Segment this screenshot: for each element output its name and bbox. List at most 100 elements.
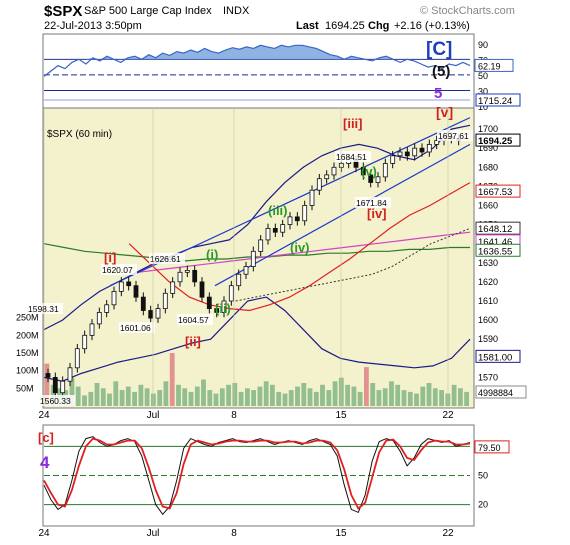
price-annotation-bg: [335, 151, 371, 162]
volume-tick-label: 200M: [16, 330, 39, 340]
candle-body: [126, 281, 132, 287]
volume-bar: [464, 391, 469, 406]
volume-bar: [125, 386, 131, 406]
volume-bar: [357, 391, 363, 406]
overlay-ma-4: [235, 227, 471, 302]
rsi-tick-label: 50: [478, 71, 488, 81]
volume-tick-label: 150M: [16, 348, 39, 358]
volume-bar: [157, 390, 163, 406]
volume-bar: [364, 367, 369, 406]
candle-body: [287, 216, 293, 225]
candle-body: [302, 205, 308, 222]
stoch-wave-label: 4: [40, 453, 50, 472]
right-value-box: [475, 93, 521, 107]
candle-body: [375, 176, 381, 183]
right-value-label: 1715.24: [478, 96, 512, 107]
price-annotation-bg: [437, 130, 473, 141]
volume-bar: [345, 384, 350, 406]
stoch-tick-label: 50: [478, 471, 488, 481]
candle-body: [192, 269, 198, 283]
volume-bar: [119, 390, 125, 406]
last-label: Last: [296, 20, 319, 32]
rsi-value-label: 62.19: [478, 61, 501, 71]
volume-bar: [288, 390, 294, 406]
candle-body: [331, 166, 337, 176]
volume-bar: [389, 381, 394, 406]
volume-bar: [426, 383, 432, 406]
price-tick-label: 1610: [478, 296, 498, 306]
last-value: 1694.25: [325, 20, 365, 32]
wave-label: [iii]: [343, 116, 363, 131]
volume-bar: [395, 384, 401, 406]
candle-body: [52, 376, 58, 394]
exchange-label: INDX: [223, 5, 250, 17]
volume-bar: [320, 384, 325, 406]
wave-label: 5: [434, 85, 442, 102]
price-annotation-bg: [149, 253, 185, 264]
volume-bar: [451, 384, 457, 406]
candle-body: [397, 151, 403, 157]
volume-bar: [182, 388, 188, 406]
candle-body: [294, 216, 300, 222]
volume-bar: [257, 386, 263, 406]
candle-body: [206, 296, 212, 310]
candle-body: [111, 290, 117, 306]
candle-body: [243, 266, 249, 275]
stoch-value-label: 79.50: [478, 443, 501, 453]
date-time: 22-Jul-2013 3:50pm: [44, 20, 142, 32]
volume-value-box: [475, 385, 527, 399]
volume-bar: [219, 388, 225, 406]
candle-body: [118, 281, 124, 292]
volume-bar: [307, 388, 313, 406]
volume-bar: [295, 386, 300, 406]
price-annotation-bg: [101, 264, 137, 275]
price-annotation-bg: [27, 303, 63, 314]
candle-body: [368, 174, 374, 183]
volume-bar: [414, 393, 419, 406]
symbol-label: $SPX: [44, 3, 82, 20]
rsi-line: [43, 44, 471, 77]
volume-tick-label: 100M: [16, 366, 39, 376]
price-annotation-bg: [177, 314, 213, 325]
right-value-box: [475, 243, 521, 257]
x-tick-label-bottom: 15: [335, 528, 347, 539]
volume-bar: [132, 391, 137, 406]
price-annotation-label: 1697.61: [438, 131, 469, 141]
volume-bar: [151, 393, 156, 406]
price-tick-label: 1630: [478, 258, 498, 268]
volume-bar: [301, 383, 307, 406]
change-value: +2.16 (+0.13%): [394, 20, 470, 32]
volume-bar: [251, 390, 256, 406]
volume-bar: [232, 383, 238, 406]
stoch-wave-label: [c]: [38, 430, 54, 445]
candle-body: [221, 300, 227, 313]
candle-body: [360, 166, 366, 176]
right-value-label: 1694.25: [478, 136, 513, 147]
volume-bar: [75, 386, 81, 406]
candle-body: [434, 140, 440, 145]
stoch-panel: [42, 424, 475, 527]
candle-body: [265, 227, 271, 241]
wave-label: [iv]: [367, 206, 387, 221]
volume-bar: [439, 390, 444, 406]
volume-bar: [201, 379, 206, 406]
price-annotation-bg: [119, 322, 155, 333]
price-tick-label: 1590: [478, 334, 498, 344]
wave-label: (v): [361, 164, 377, 179]
candle-body: [74, 348, 80, 369]
candle-body: [382, 163, 388, 178]
right-value-label: 1636.55: [478, 246, 512, 257]
price-tick-label: 1600: [478, 315, 498, 325]
volume-bar: [188, 391, 194, 406]
wave-label: [ii]: [185, 334, 201, 349]
candle-body: [140, 296, 146, 311]
candle-body: [45, 373, 51, 378]
wave-label: (5): [432, 63, 450, 80]
rsi-value-box: [474, 58, 514, 72]
volume-bar: [382, 388, 388, 406]
volume-bar: [238, 391, 244, 406]
volume-bar: [326, 390, 332, 406]
wave-label: (iii): [268, 203, 288, 218]
rsi-panel: [42, 33, 475, 109]
